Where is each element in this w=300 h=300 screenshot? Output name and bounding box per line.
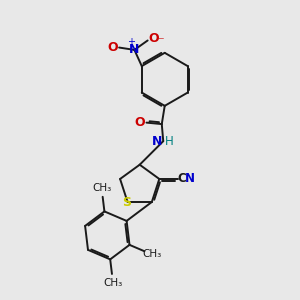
Text: N: N [152, 135, 163, 148]
Text: CH₃: CH₃ [92, 183, 111, 193]
Text: ⁻: ⁻ [157, 35, 163, 48]
Text: H: H [165, 135, 173, 148]
Text: O: O [107, 41, 118, 54]
Text: CH₃: CH₃ [142, 250, 162, 260]
Text: N: N [129, 44, 140, 56]
Text: C: C [177, 172, 186, 185]
Text: CH₃: CH₃ [103, 278, 123, 288]
Text: S: S [122, 196, 131, 208]
Text: O: O [135, 116, 145, 129]
Text: +: + [127, 37, 135, 46]
Text: N: N [185, 172, 195, 185]
Text: O: O [149, 32, 160, 46]
